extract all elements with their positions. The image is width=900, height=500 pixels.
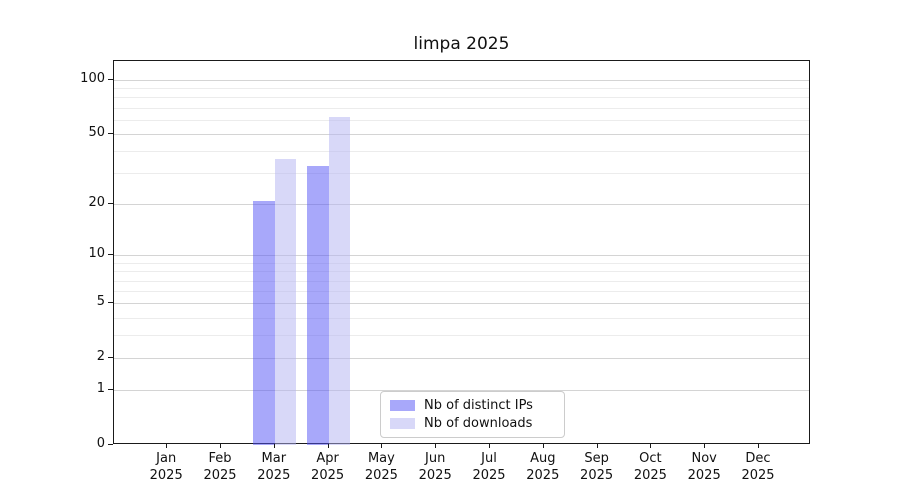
legend-swatch [390,400,415,411]
x-tick-mark [704,444,706,448]
y-tick-mark [108,389,113,391]
gridline-minor [114,291,809,293]
x-tick-label: Jun 2025 [418,451,452,483]
y-tick-label: 10 [88,246,105,262]
plot-area [113,60,810,445]
y-tick-label: 100 [80,71,105,86]
gridline-minor [114,88,809,90]
x-tick-mark [273,444,275,448]
x-tick-label: Oct 2025 [633,451,667,483]
x-tick-label: Mar 2025 [257,451,291,483]
gridline-major [114,358,809,360]
legend-item: Nb of distinct IPs [390,398,555,413]
gridline-major [114,134,809,136]
legend-label: Nb of downloads [424,416,533,431]
gridline-minor [114,262,809,264]
gridline-minor [114,107,809,109]
gridline-minor [114,97,809,99]
gridline-minor [114,280,809,282]
chart-title: limpa 2025 [413,34,510,54]
y-tick-mark [108,444,113,445]
legend-item: Nb of downloads [390,416,555,431]
y-tick-mark [108,254,113,256]
x-tick-label: Sep 2025 [580,451,614,483]
x-tick-mark [327,444,329,448]
x-tick-mark [381,444,383,448]
y-tick-label: 0 [96,436,105,451]
x-tick-label: Apr 2025 [311,451,345,483]
gridline-major [114,204,809,206]
x-tick-mark [166,444,168,448]
x-tick-mark [489,444,490,448]
y-tick-mark [108,357,113,359]
gridline-major [114,255,809,257]
bar-distinct-ips [253,200,275,445]
y-tick-mark [108,302,113,304]
legend-swatch [390,418,415,429]
bar-distinct-ips [307,166,329,445]
x-tick-mark [435,444,437,448]
bar-downloads [328,117,351,445]
y-tick-mark [108,79,113,80]
y-tick-label: 50 [88,125,105,141]
x-tick-label: Aug 2025 [526,451,560,483]
legend: Nb of distinct IPs Nb of downloads [380,391,565,438]
y-tick-label: 1 [96,381,105,397]
gridline-minor [114,271,809,273]
bar-downloads [274,159,297,445]
gridline-minor [114,151,809,153]
y-tick-label: 5 [96,294,105,310]
legend-label: Nb of distinct IPs [424,398,533,413]
y-tick-label: 20 [88,195,105,211]
x-tick-label: Feb 2025 [203,451,237,483]
x-tick-mark [596,444,598,448]
y-tick-mark [108,133,113,135]
x-tick-mark [758,444,759,448]
x-tick-label: Jul 2025 [472,451,506,483]
x-tick-label: May 2025 [364,451,398,483]
gridline-major [114,303,809,305]
x-tick-mark [542,444,544,448]
gridline-minor [114,173,809,175]
x-tick-label: Dec 2025 [741,451,775,483]
gridline-minor [114,317,809,319]
gridline-major [114,80,809,81]
gridline-minor [114,119,809,121]
gridline-major [114,390,809,392]
gridline-minor [114,335,809,337]
x-tick-mark [220,444,221,448]
x-tick-label: Jan 2025 [149,451,183,483]
x-tick-label: Nov 2025 [687,451,721,483]
y-tick-mark [108,203,113,205]
x-tick-mark [650,444,652,448]
y-tick-label: 2 [96,349,105,365]
